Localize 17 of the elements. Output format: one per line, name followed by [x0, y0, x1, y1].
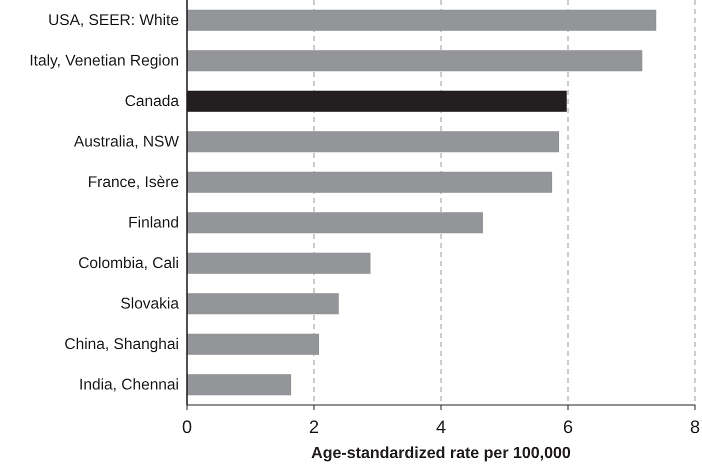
y-tick-label: China, Shanghai: [64, 336, 179, 354]
y-tick-label: Finland: [128, 214, 179, 232]
bar: [187, 374, 292, 396]
y-tick-label: Colombia, Cali: [78, 255, 179, 272]
y-tick-label: Slovakia: [120, 296, 180, 313]
y-tick-label: Australia, NSW: [74, 134, 180, 151]
x-tick-label: 6: [562, 416, 574, 437]
y-tick-label: USA, SEER: White: [48, 12, 179, 30]
y-tick-label: Italy, Venetian Region: [29, 52, 179, 70]
x-tick-label: 0: [182, 416, 192, 437]
x-tick-label: 4: [436, 416, 446, 437]
y-tick-label: India, Chennai: [79, 376, 179, 394]
y-tick-label: Canada: [124, 93, 180, 110]
x-axis-title: Age-standardized rate per 100,000: [311, 445, 571, 462]
x-tick-label: 8: [690, 416, 700, 437]
x-tick-label: 2: [308, 416, 320, 437]
y-tick-label: France, Isère: [88, 174, 179, 192]
